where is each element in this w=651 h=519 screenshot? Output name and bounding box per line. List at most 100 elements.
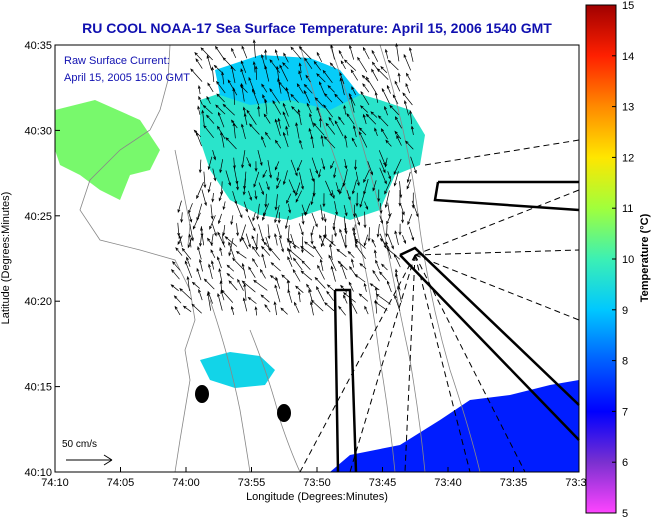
current-vector	[287, 289, 293, 303]
current-vector	[217, 256, 222, 269]
current-vector	[387, 233, 394, 250]
coverage-lines	[299, 139, 580, 473]
current-vector	[349, 95, 355, 113]
current-vector	[351, 86, 357, 95]
current-vector	[240, 82, 245, 102]
current-vector	[241, 262, 247, 279]
current-vector	[371, 68, 379, 81]
current-vector	[373, 249, 377, 259]
current-vector	[334, 201, 339, 216]
current-vector	[359, 263, 367, 270]
current-vector	[261, 135, 266, 148]
current-vector	[292, 268, 301, 282]
current-vector	[379, 233, 387, 249]
current-vector	[276, 172, 280, 182]
current-vector	[342, 292, 356, 303]
current-vector	[343, 205, 348, 217]
current-vector	[177, 200, 182, 214]
current-vector	[363, 169, 370, 184]
current-vector	[379, 215, 384, 225]
current-vector	[402, 234, 406, 245]
current-vector	[261, 83, 268, 93]
current-vector	[340, 284, 348, 293]
current-vector	[339, 228, 346, 247]
current-vector	[290, 93, 299, 103]
current-vector	[362, 83, 370, 93]
current-vector	[363, 211, 367, 229]
current-vector	[334, 120, 344, 137]
current-vector	[349, 298, 358, 314]
sandy-hook	[174, 149, 191, 246]
scale-label: 50 cm/s	[62, 439, 97, 450]
current-vector	[222, 103, 235, 116]
current-vector	[385, 224, 389, 238]
y-tick-label: 40:10	[24, 467, 52, 479]
current-vector	[330, 265, 336, 282]
current-vector	[279, 64, 289, 82]
current-vector	[180, 212, 184, 223]
current-vector	[283, 52, 289, 63]
current-vector	[384, 105, 388, 116]
current-vector	[379, 159, 386, 174]
current-vector	[274, 49, 279, 61]
y-axis-title: Latitude (Degrees:Minutes)	[0, 192, 12, 325]
current-vector	[248, 266, 256, 278]
current-vector	[344, 223, 348, 235]
current-vector	[254, 190, 258, 200]
current-vector	[186, 275, 190, 292]
current-vector	[267, 160, 273, 179]
current-vector	[354, 244, 366, 260]
current-vector	[340, 60, 346, 70]
current-vector	[374, 91, 379, 103]
current-vector	[188, 233, 192, 248]
current-vector	[171, 269, 180, 280]
current-vector	[374, 127, 378, 137]
colorbar	[585, 4, 617, 514]
current-vector	[200, 47, 213, 61]
current-vector	[186, 256, 191, 267]
current-vector	[405, 72, 411, 81]
current-vector	[394, 272, 401, 291]
current-vector	[243, 112, 248, 126]
current-vector	[178, 234, 183, 247]
current-vector	[328, 254, 337, 272]
current-vector	[323, 213, 327, 223]
current-vector	[188, 212, 193, 223]
current-vector	[208, 263, 213, 279]
current-vector	[247, 296, 257, 304]
current-vector	[377, 115, 389, 127]
current-vector	[221, 289, 234, 303]
current-vector	[201, 189, 207, 207]
current-vector	[311, 157, 319, 175]
current-vector	[408, 46, 414, 62]
sst-patch-nyb-north	[215, 55, 360, 110]
current-vector	[262, 212, 267, 221]
colorbar-tick-label: 12	[622, 152, 634, 164]
current-vector	[252, 212, 256, 222]
current-vector	[346, 113, 355, 125]
current-vector	[309, 112, 315, 128]
current-vector	[258, 224, 265, 243]
current-vector	[406, 171, 411, 184]
current-vector	[280, 307, 288, 315]
current-vector	[301, 212, 305, 225]
current-vector	[310, 135, 315, 149]
current-vector	[195, 131, 202, 147]
current-vector	[218, 268, 223, 283]
current-vector	[392, 94, 399, 105]
current-vector	[339, 77, 345, 96]
current-vector	[314, 97, 324, 107]
current-vector	[254, 161, 258, 173]
current-vector	[198, 288, 203, 301]
current-vector	[297, 108, 302, 126]
current-vector	[386, 213, 392, 225]
current-vector	[346, 189, 351, 201]
current-vector	[380, 65, 388, 74]
current-vector	[197, 105, 201, 115]
current-vector	[358, 131, 368, 148]
current-vector	[405, 140, 414, 150]
current-vector	[264, 98, 268, 115]
current-vector	[192, 212, 201, 230]
current-vector	[375, 259, 380, 271]
current-vector	[311, 212, 318, 228]
